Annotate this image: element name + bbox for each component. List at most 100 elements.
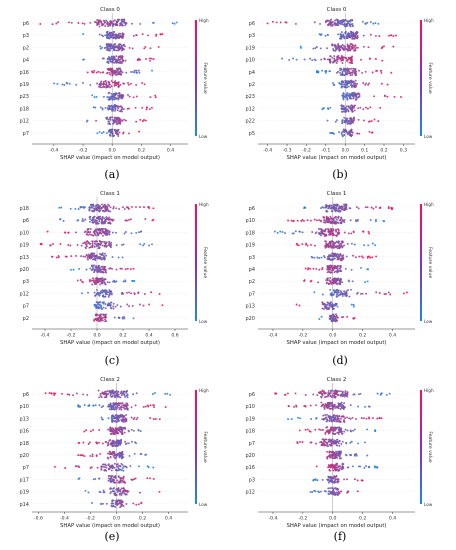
shap-point — [122, 59, 125, 62]
shap-point — [117, 499, 120, 502]
shap-point — [109, 32, 112, 34]
shap-point — [355, 220, 358, 223]
shap-point — [369, 256, 372, 259]
shap-point — [57, 21, 60, 24]
shap-point — [346, 96, 349, 99]
feature-label: p20 — [19, 267, 29, 273]
shap-point — [352, 25, 354, 28]
shap-point — [136, 416, 139, 419]
shap-point — [310, 441, 313, 444]
shap-point — [131, 478, 134, 481]
shap-point — [81, 22, 84, 25]
shap-point — [90, 502, 93, 504]
shap-point — [132, 502, 135, 505]
shap-point — [321, 444, 324, 447]
shap-point — [339, 394, 342, 397]
shap-point — [109, 243, 112, 246]
shap-point — [346, 98, 349, 101]
shap-point — [111, 475, 114, 477]
shap-point — [330, 204, 333, 207]
shap-point — [116, 109, 119, 112]
shap-point — [335, 207, 338, 209]
shap-point — [344, 391, 347, 394]
shap-point — [123, 393, 126, 396]
shap-point — [326, 418, 329, 421]
shap-point — [341, 281, 344, 284]
shap-point — [335, 234, 338, 237]
row-points-p18 — [298, 426, 377, 435]
shap-point — [113, 117, 116, 120]
shap-point — [97, 302, 100, 304]
shap-point — [343, 133, 346, 136]
shap-point — [318, 318, 321, 320]
shap-point — [104, 315, 106, 318]
shap-point — [348, 33, 351, 36]
shap-point — [127, 442, 130, 445]
shap-point — [372, 207, 375, 210]
shap-point — [103, 466, 106, 468]
shap-point — [117, 419, 120, 422]
shap-point — [339, 219, 342, 222]
shap-point — [103, 47, 106, 49]
chart-title: Class 0 — [327, 7, 347, 13]
shap-point — [107, 475, 110, 478]
feature-label: p20 — [19, 453, 29, 459]
shap-point — [320, 220, 322, 223]
shap-point — [356, 291, 359, 294]
shap-point — [312, 47, 315, 50]
shap-point — [338, 206, 341, 209]
shap-point — [131, 22, 133, 25]
panel-caption: (d) — [332, 354, 348, 367]
shap-point — [339, 280, 342, 283]
shap-point — [297, 244, 300, 247]
shap-point — [350, 128, 353, 131]
shap-point — [336, 289, 339, 292]
shap-point — [149, 417, 152, 420]
shap-point — [148, 57, 151, 60]
feature-label: p2 — [249, 279, 255, 285]
shap-point — [96, 270, 99, 273]
shap-point — [112, 93, 115, 96]
shap-point — [334, 414, 337, 417]
shap-point — [109, 22, 112, 25]
shap-point — [129, 82, 132, 85]
shap-point — [142, 405, 145, 408]
shap-point — [105, 292, 108, 295]
shap-point — [319, 391, 321, 393]
colorbar-label: Feature value — [427, 62, 433, 94]
shap-point — [125, 219, 128, 222]
shap-point — [366, 428, 369, 431]
shap-point — [113, 69, 116, 72]
shap-point — [101, 301, 104, 304]
shap-point — [100, 132, 103, 135]
row-points-p4 — [82, 55, 155, 65]
shap-point — [83, 206, 86, 209]
shap-point — [333, 244, 336, 247]
shap-point — [97, 20, 100, 23]
shap-point — [124, 24, 127, 27]
shap-point — [114, 456, 117, 459]
shap-point — [101, 203, 103, 206]
shap-point — [91, 283, 94, 286]
shap-point — [113, 391, 116, 394]
shap-point — [109, 455, 112, 458]
shap-point — [110, 433, 113, 436]
shap-point — [112, 502, 115, 505]
shap-point — [82, 393, 85, 396]
shap-point — [292, 57, 295, 60]
shap-point — [327, 23, 330, 26]
row-points-p6 — [303, 203, 394, 213]
shap-point — [348, 34, 351, 37]
colorbar-label: Feature value — [202, 62, 208, 94]
shap-point — [143, 83, 146, 86]
shap-point — [339, 402, 342, 405]
shap-point — [106, 208, 109, 211]
shap-point — [102, 83, 105, 86]
shap-point — [319, 47, 322, 50]
row-points-p3 — [318, 30, 397, 40]
row-points-p6 — [58, 215, 155, 225]
shap-point — [106, 58, 109, 61]
shap-point — [344, 23, 346, 26]
shap-point — [122, 420, 125, 423]
shap-point — [331, 245, 333, 248]
